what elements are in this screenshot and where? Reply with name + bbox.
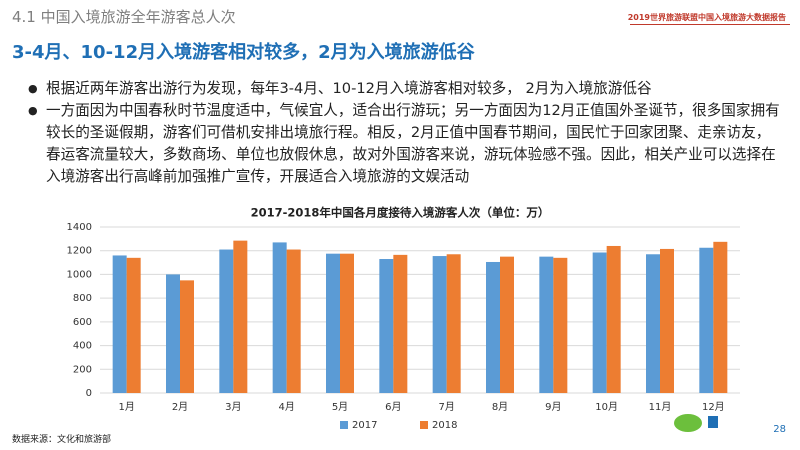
bar xyxy=(486,261,500,393)
x-tick-label: 8月 xyxy=(492,401,508,413)
bar xyxy=(379,259,394,393)
x-tick-label: 5月 xyxy=(332,401,348,413)
bar xyxy=(446,254,461,393)
bar xyxy=(432,256,447,393)
y-tick-label: 600 xyxy=(73,317,92,328)
bar xyxy=(553,257,568,393)
bar xyxy=(340,253,354,393)
bar xyxy=(500,256,514,393)
bullet: 根据近两年游客出游行为发现，每年3-4月、10-12月入境游客相对较多， 2月为… xyxy=(28,78,780,100)
bar xyxy=(126,257,141,393)
legend-swatch xyxy=(340,421,348,429)
x-tick-label: 4月 xyxy=(278,401,294,413)
x-tick-label: 3月 xyxy=(225,401,241,413)
x-tick-label: 12月 xyxy=(702,401,725,413)
bar xyxy=(180,280,194,393)
chart-title: 2017-2018年中国各月度接待入境游客人次（单位：万） xyxy=(251,206,550,220)
bar xyxy=(660,248,674,393)
x-tick-label: 1月 xyxy=(118,401,134,413)
bar xyxy=(286,249,301,393)
bar xyxy=(393,254,408,393)
bar xyxy=(166,274,180,393)
legend-swatch xyxy=(420,421,428,429)
report-name: 2019世界旅游联盟中国入境旅游大数据报告 xyxy=(627,13,786,22)
bullet: 一方面因为中国春秋时节温度适中，气候宜人，适合出行游玩；另一方面因为12月正值国… xyxy=(28,100,780,188)
bullet-list: 根据近两年游客出游行为发现，每年3-4月、10-12月入境游客相对较多， 2月为… xyxy=(28,78,780,188)
y-tick-label: 800 xyxy=(73,293,92,304)
y-tick-label: 1400 xyxy=(67,222,92,233)
legend-label: 2017 xyxy=(352,420,377,431)
bar xyxy=(326,253,340,393)
bar xyxy=(272,242,287,393)
x-tick-label: 9月 xyxy=(545,401,561,413)
divider xyxy=(630,24,790,25)
logos xyxy=(674,414,718,432)
bar xyxy=(112,255,127,393)
bar xyxy=(592,252,607,393)
bar xyxy=(233,240,248,393)
legend-label: 2018 xyxy=(432,420,457,431)
bar xyxy=(699,247,714,393)
y-tick-label: 1000 xyxy=(67,269,92,280)
data-source: 数据来源：文化和旅游部 xyxy=(12,435,112,445)
section-title: 4.1 中国入境旅游全年游客总人次 xyxy=(12,8,236,26)
bar xyxy=(539,256,554,393)
x-tick-label: 6月 xyxy=(385,401,401,413)
bar xyxy=(606,245,621,393)
bar xyxy=(219,249,234,393)
logo xyxy=(674,414,702,432)
y-tick-label: 1200 xyxy=(67,246,92,257)
y-tick-label: 200 xyxy=(73,364,92,375)
bar xyxy=(646,254,660,393)
page-number: 28 xyxy=(773,424,786,435)
headline: 3-4月、10-12月入境游客相对较多，2月为入境旅游低谷 xyxy=(12,42,475,63)
logo xyxy=(708,416,718,428)
x-tick-label: 10月 xyxy=(595,401,618,413)
x-tick-label: 7月 xyxy=(438,401,454,413)
x-tick-label: 11月 xyxy=(649,401,672,413)
y-tick-label: 0 xyxy=(86,388,92,399)
x-tick-label: 2月 xyxy=(172,401,188,413)
y-tick-label: 400 xyxy=(73,341,92,352)
bar xyxy=(713,241,728,393)
